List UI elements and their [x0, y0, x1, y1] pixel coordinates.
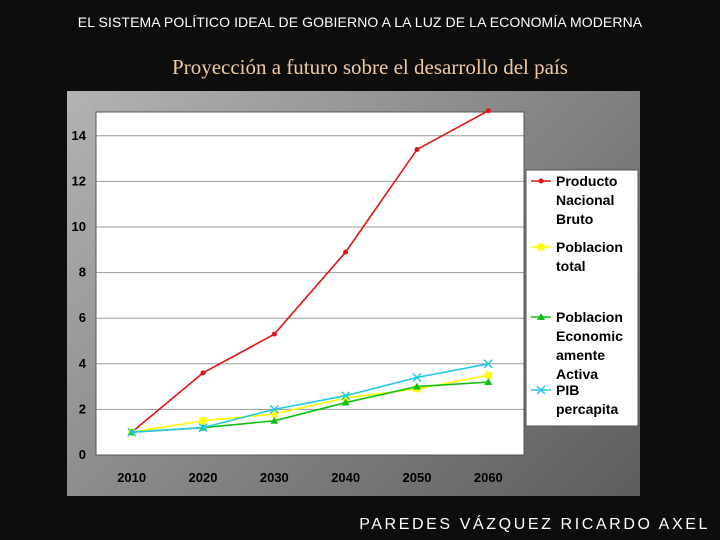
legend-label: Producto Nacional Bruto [556, 173, 617, 227]
data-point [200, 370, 206, 376]
x-tick-label: 2030 [260, 470, 289, 485]
plot-area [96, 112, 524, 455]
line-chart: 0 2 4 6 8 10 12 14 2010 2020 2030 2040 2050 2060 Pro… [72, 108, 639, 485]
data-point [270, 416, 279, 424]
chart-subtitle: Proyección a futuro sobre el desarrollo … [172, 55, 568, 79]
data-point [414, 146, 420, 152]
x-tick-label: 2050 [403, 470, 432, 485]
data-point [484, 371, 492, 379]
data-point [483, 359, 493, 369]
data-point [343, 249, 349, 255]
y-tick-label: 2 [79, 401, 86, 416]
y-tick-label: 14 [72, 128, 87, 143]
data-point [342, 394, 350, 402]
data-point [199, 417, 207, 425]
data-point [269, 404, 279, 414]
data-point [127, 427, 137, 437]
x-tick-label: 2040 [331, 470, 360, 485]
author-footer: PAREDES VÁZQUEZ RICARDO AXEL [359, 516, 710, 533]
legend-marker [537, 313, 545, 320]
data-point [413, 382, 421, 390]
legend-label: PIB percapita [556, 382, 618, 417]
y-tick-label: 10 [72, 219, 86, 234]
x-tick-label: 2020 [189, 470, 218, 485]
legend-marker [538, 178, 544, 184]
series-line-1 [131, 110, 489, 433]
y-tick-label: 12 [72, 173, 86, 188]
series-line-4 [131, 363, 489, 433]
x-tick-label: 2010 [117, 470, 146, 485]
data-point [412, 372, 422, 383]
y-tick-label: 4 [79, 356, 87, 371]
chart-panel: 0 2 4 6 8 10 12 14 2010 2020 2030 2040 2050 2060 Pro… [67, 91, 640, 496]
y-tick-label: 6 [79, 310, 86, 325]
x-tick-label: 2060 [474, 470, 503, 485]
legend-label: Poblacion Economic amente Activa [556, 309, 623, 382]
data-point [341, 391, 351, 401]
data-point [341, 398, 350, 406]
data-point [198, 423, 208, 433]
legend-marker [537, 243, 545, 251]
data-point [485, 108, 491, 114]
data-point [270, 410, 278, 418]
y-tick-label: 0 [79, 447, 86, 462]
slide-title: EL SISTEMA POLÍTICO IDEAL DE GOBIERNO A … [77, 14, 643, 30]
data-point [271, 331, 277, 337]
y-tick-label: 8 [79, 265, 86, 280]
legend-box [525, 169, 639, 427]
legend-marker [536, 385, 546, 395]
data-point [484, 378, 493, 386]
legend-label: Poblacion total [556, 239, 623, 274]
